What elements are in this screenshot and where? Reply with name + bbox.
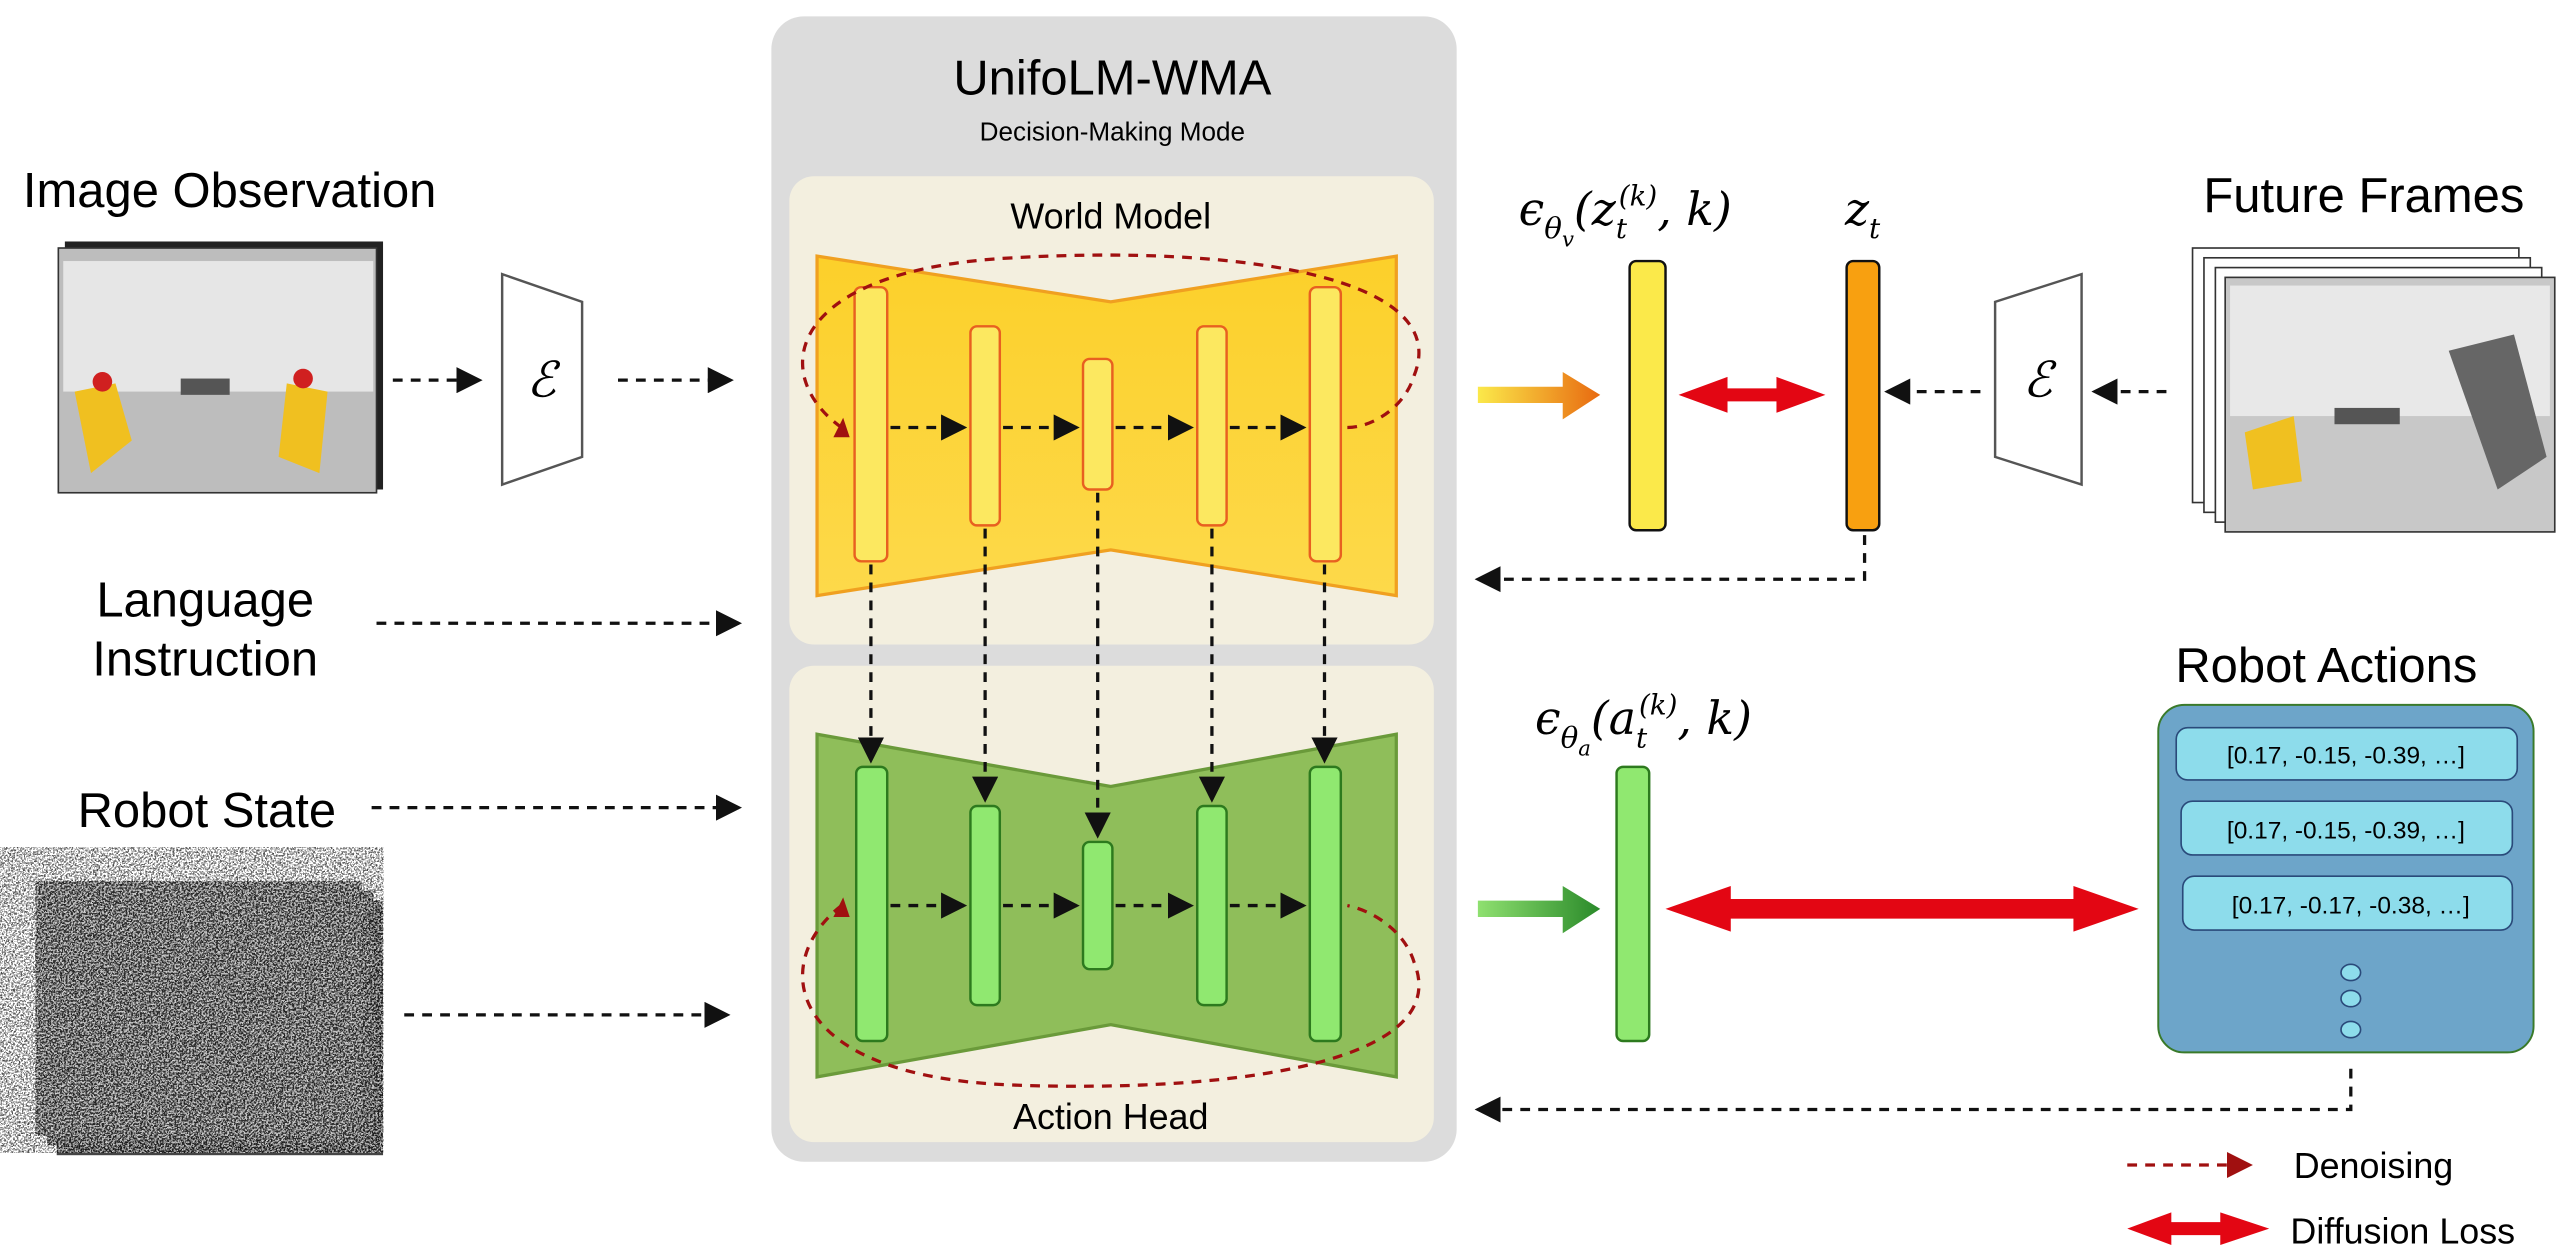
ellipsis-dots	[2340, 963, 2362, 1039]
world-model-layers	[853, 285, 1343, 563]
predicted-noise-bar	[1628, 259, 1667, 532]
action-diffusion-loss-arrow	[1665, 885, 2139, 932]
world-denoising-arrowhead	[833, 417, 850, 438]
latent-z-bar	[1845, 259, 1881, 532]
action-row: [0.17, -0.17, -0.38, …]	[2232, 893, 2470, 920]
robot-actions-list: [0.17, -0.15, -0.39, …] [0.17, -0.15, -0…	[2175, 726, 2519, 1039]
actions-return-arrow	[1474, 1068, 2353, 1123]
world-model-label: World Model	[1010, 196, 1211, 236]
language-label-line1: Language	[96, 574, 314, 628]
action-head-label: Action Head	[1013, 1097, 1208, 1137]
language-label-line2: Instruction	[92, 633, 318, 687]
action-noise-prediction: ϵθa(at(k), k)	[1535, 689, 1752, 762]
action-denoising-loop	[800, 903, 1421, 1088]
future-frames	[2191, 247, 2556, 533]
legend-diffusion-loss-label: Diffusion Loss	[2290, 1211, 2515, 1251]
action-row: [0.17, -0.15, -0.39, …]	[2227, 743, 2465, 770]
future-frames-label: Future Frames	[2203, 169, 2524, 223]
action-output-arrow	[1477, 885, 1601, 934]
image-encoder	[500, 272, 584, 487]
future-encoder-symbol: ℰ	[2023, 351, 2057, 408]
predicted-action-noise-bar	[1615, 765, 1651, 1043]
image-observation-label: Image Observation	[23, 164, 436, 218]
world-diffusion-loss-arrow	[1678, 376, 1826, 413]
z-return-arrow	[1474, 535, 1867, 593]
noise-frames	[24, 872, 384, 1156]
future-encoder	[1993, 272, 2083, 487]
world-noise-prediction: ϵθv(zt(k), k)	[1519, 180, 1732, 253]
robot-state-label: Robot State	[78, 784, 336, 838]
action-head-layers	[854, 765, 1343, 1043]
action-row: [0.17, -0.15, -0.39, …]	[2227, 818, 2465, 845]
latent-z-label: zt	[1844, 183, 1881, 245]
world-output-arrow	[1477, 372, 1601, 420]
robot-actions-title: Robot Actions	[2175, 639, 2477, 693]
model-title: UnifoLM-WMA	[953, 52, 1271, 106]
legend-denoising-label: Denoising	[2294, 1146, 2454, 1186]
legend-diffusion-loss-arrow	[2127, 1212, 2270, 1245]
image-observation-frames	[57, 241, 384, 494]
world-denoising-loop	[800, 253, 1421, 430]
image-encoder-symbol: ℰ	[526, 351, 560, 408]
model-subtitle: Decision-Making Mode	[980, 116, 1245, 146]
action-denoising-arrowhead	[833, 897, 850, 917]
